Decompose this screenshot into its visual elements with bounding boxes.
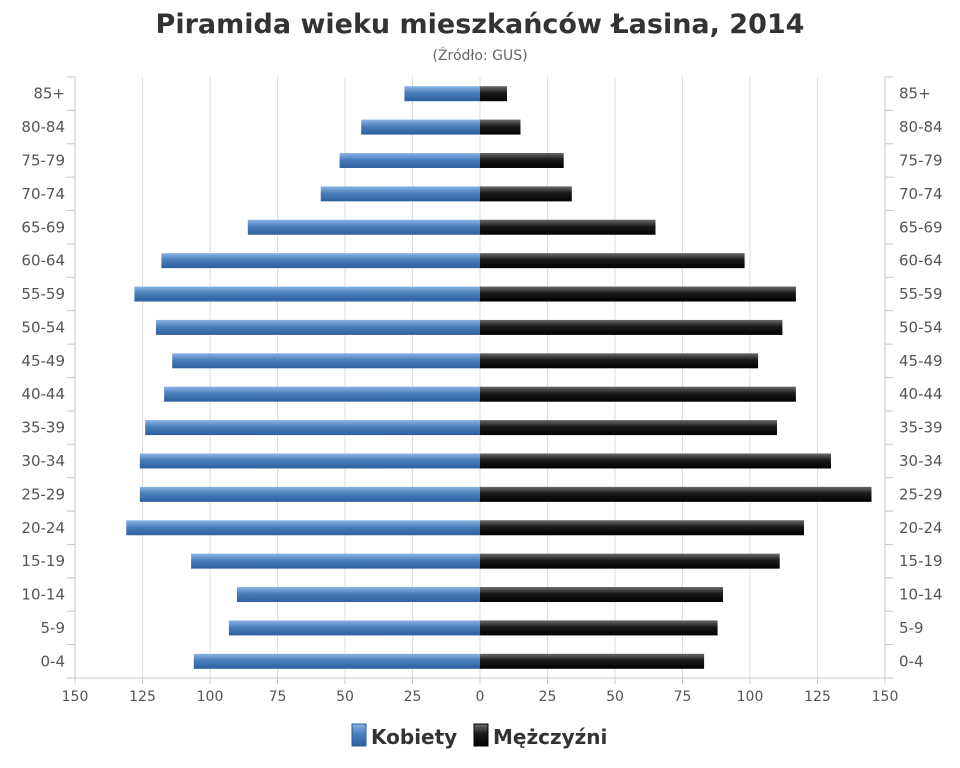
category-label-left: 80-84 <box>21 118 65 136</box>
category-label-left: 75-79 <box>21 151 65 169</box>
category-label-left: 20-24 <box>21 519 65 537</box>
x-tick-label: 100 <box>197 689 224 705</box>
x-tick-label: 125 <box>129 689 156 705</box>
bar-mezczyzni <box>480 219 656 235</box>
bar-kobiety <box>145 420 480 436</box>
category-label-right: 40-44 <box>899 385 943 403</box>
x-tick-label: 75 <box>269 689 287 705</box>
x-tick-label: 25 <box>404 689 422 705</box>
category-label-right: 20-24 <box>899 519 943 537</box>
bar-kobiety <box>161 253 480 269</box>
x-tick-label: 50 <box>606 689 624 705</box>
x-tick-label: 125 <box>804 689 831 705</box>
category-label-right: 5-9 <box>899 619 924 637</box>
bar-mezczyzni <box>480 253 745 269</box>
bar-kobiety <box>237 587 480 603</box>
category-label-left: 65-69 <box>21 218 65 236</box>
bar-mezczyzni <box>480 353 759 369</box>
bar-kobiety <box>134 286 480 302</box>
x-tick-label: 100 <box>737 689 764 705</box>
legend: Kobiety Mężczyźni <box>351 723 607 749</box>
bar-mezczyzni <box>480 553 780 569</box>
chart-title: Piramida wieku mieszkańców Łasina, 2014 <box>156 9 805 40</box>
bar-mezczyzni <box>480 152 564 168</box>
bar-kobiety <box>404 86 480 102</box>
bar-mezczyzni <box>480 186 572 202</box>
bar-mezczyzni <box>480 319 783 335</box>
x-tick-label: 25 <box>539 689 557 705</box>
category-label-left: 85+ <box>33 85 65 103</box>
category-label-right: 25-29 <box>899 485 943 503</box>
legend-label-mezczyzni: Mężczyźni <box>493 725 607 749</box>
bar-mezczyzni <box>480 453 831 469</box>
legend-label-kobiety: Kobiety <box>371 725 457 749</box>
bar-kobiety <box>139 486 481 502</box>
category-label-left: 70-74 <box>21 185 65 203</box>
bar-kobiety <box>172 353 480 369</box>
bar-kobiety <box>247 219 480 235</box>
category-label-left: 10-14 <box>21 586 65 604</box>
x-tick-label: 150 <box>872 689 899 705</box>
category-label-left: 55-59 <box>21 285 65 303</box>
category-label-left: 35-39 <box>21 419 65 437</box>
bar-mezczyzni <box>480 587 723 603</box>
category-label-right: 55-59 <box>899 285 943 303</box>
legend-swatch-kobiety <box>351 723 367 747</box>
category-label-left: 40-44 <box>21 385 65 403</box>
category-label-left: 45-49 <box>21 352 65 370</box>
bar-mezczyzni <box>480 520 804 536</box>
bar-kobiety <box>191 553 480 569</box>
bar-kobiety <box>228 620 480 636</box>
bar-kobiety <box>361 119 480 135</box>
category-label-right: 30-34 <box>899 452 943 470</box>
category-label-right: 50-54 <box>899 318 943 336</box>
category-label-right: 85+ <box>899 85 931 103</box>
category-label-right: 35-39 <box>899 419 943 437</box>
bar-mezczyzni <box>480 119 521 135</box>
category-label-left: 50-54 <box>21 318 65 336</box>
category-label-left: 0-4 <box>41 652 66 670</box>
category-label-left: 5-9 <box>41 619 66 637</box>
category-label-right: 65-69 <box>899 218 943 236</box>
bar-mezczyzni <box>480 286 796 302</box>
category-label-left: 30-34 <box>21 452 65 470</box>
bar-kobiety <box>193 653 481 669</box>
x-tick-label: 50 <box>336 689 354 705</box>
category-label-right: 60-64 <box>899 252 943 270</box>
bar-kobiety <box>156 319 480 335</box>
category-label-left: 60-64 <box>21 252 65 270</box>
legend-swatch-mezczyzni <box>473 723 489 747</box>
bar-kobiety <box>320 186 480 202</box>
category-label-left: 15-19 <box>21 552 65 570</box>
bar-mezczyzni <box>480 386 796 402</box>
axes-group: 85+ 85+ 80-84 80-84 75-79 75-79 70-74 70-74 65-6… <box>21 76 943 705</box>
bar-mezczyzni <box>480 653 705 669</box>
bar-kobiety <box>339 152 480 168</box>
bar-mezczyzni <box>480 86 507 102</box>
category-label-left: 25-29 <box>21 485 65 503</box>
category-label-right: 0-4 <box>899 652 924 670</box>
category-label-right: 75-79 <box>899 151 943 169</box>
bar-mezczyzni <box>480 420 777 436</box>
x-tick-label: 150 <box>62 689 89 705</box>
category-label-right: 70-74 <box>899 185 943 203</box>
category-label-right: 10-14 <box>899 586 943 604</box>
bar-kobiety <box>139 453 481 469</box>
chart-subtitle: (Źródło: GUS) <box>432 46 527 64</box>
grid-lines <box>142 77 818 678</box>
bar-kobiety <box>126 520 481 536</box>
bar-mezczyzni <box>480 620 718 636</box>
category-label-right: 45-49 <box>899 352 943 370</box>
x-tick-label: 0 <box>476 689 485 705</box>
category-label-right: 15-19 <box>899 552 943 570</box>
x-tick-label: 75 <box>674 689 692 705</box>
bar-mezczyzni <box>480 486 872 502</box>
bars-group <box>126 86 872 669</box>
category-label-right: 80-84 <box>899 118 943 136</box>
bar-kobiety <box>164 386 480 402</box>
